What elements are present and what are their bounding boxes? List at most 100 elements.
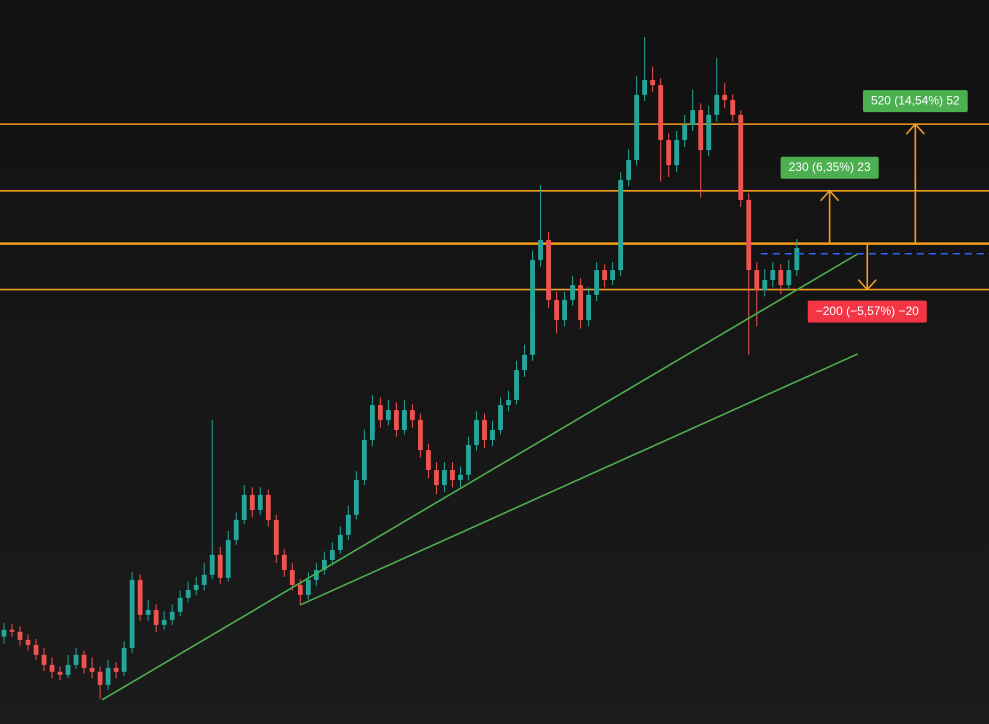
candle-body (778, 270, 784, 286)
candle-body (698, 110, 704, 151)
candle-body (786, 270, 792, 286)
candle-body (137, 579, 143, 615)
candle-body (586, 294, 591, 320)
candle-body (546, 239, 551, 300)
candle-body (217, 554, 223, 578)
candle-body (129, 579, 135, 648)
candle-body (666, 139, 672, 166)
candle-body (193, 584, 199, 591)
measure-label-text: 520 (14,54%) 52 (871, 93, 960, 107)
candle-body (650, 79, 656, 86)
candle-body (794, 247, 800, 271)
candle-body (562, 299, 567, 320)
candle-body (17, 631, 23, 640)
candle-body (738, 114, 744, 200)
measure-label-text: 230 (6,35%) 23 (789, 160, 871, 174)
candle-body (9, 629, 15, 632)
candle-body (321, 559, 327, 571)
candle-body (762, 279, 768, 291)
candle-body (73, 654, 79, 665)
candle-body (442, 470, 447, 485)
candle-body (329, 550, 335, 560)
candle-body (1, 629, 7, 637)
candle-body (570, 285, 575, 300)
measure-label-box (807, 300, 927, 323)
candle-body (722, 94, 728, 100)
candle-body (369, 404, 375, 440)
candle-body (33, 644, 39, 655)
candle-body (241, 494, 247, 520)
candle-body (361, 439, 367, 480)
candle-body (265, 494, 271, 520)
candle-body (121, 647, 127, 672)
trend-line (299, 353, 858, 606)
candle-body (594, 270, 600, 295)
candle-body (353, 479, 359, 515)
candle-body (634, 94, 640, 160)
candle-body (377, 404, 383, 420)
candle-body (674, 139, 680, 166)
measure-label: 520 (14,54%) 52 (862, 90, 968, 113)
candle-body (345, 514, 351, 535)
measure-label: 230 (6,35%) 23 (780, 156, 879, 179)
candle-body (49, 664, 55, 672)
candle-body (281, 554, 287, 571)
candle-body (746, 199, 752, 271)
candle-body (297, 584, 303, 595)
candle-body (498, 404, 503, 431)
candle-body (257, 494, 263, 511)
candle-body (410, 410, 415, 420)
candle-body (201, 574, 207, 585)
candle-body (185, 590, 191, 598)
candle-body (81, 654, 87, 668)
candle-body (385, 410, 391, 420)
candle-body (41, 654, 47, 665)
candle-body (450, 470, 455, 480)
arrow-head (857, 279, 877, 291)
candle-body (714, 94, 720, 115)
trend-line (101, 253, 859, 701)
candle-body (554, 299, 559, 320)
candle-body (177, 597, 183, 612)
candle-body (337, 534, 343, 551)
candle-body (273, 519, 279, 555)
candle-body (506, 399, 511, 405)
candle-body (458, 474, 463, 480)
candle-body (618, 179, 624, 271)
candle-body (233, 519, 239, 540)
candle-body (209, 554, 215, 575)
candle-body (249, 494, 255, 511)
candle-body (474, 419, 479, 445)
candle-body (105, 667, 111, 685)
arrow-head (820, 189, 840, 202)
candle-body (530, 259, 535, 355)
candle-body (305, 579, 311, 595)
candle-body (730, 99, 736, 115)
candle-body (770, 270, 776, 280)
candle-body (522, 354, 527, 371)
candle-body (145, 609, 151, 615)
candle-body (658, 85, 664, 140)
candle-body (466, 444, 471, 475)
candle-body (602, 270, 608, 280)
candle-body (690, 110, 696, 126)
candle-body (65, 664, 71, 675)
candle-body (225, 539, 231, 578)
candle-body (538, 239, 543, 260)
candle-body (393, 410, 399, 431)
candle-body (153, 609, 159, 625)
arrow-head (905, 122, 925, 135)
candle-body (642, 79, 648, 95)
measure-label-box (780, 156, 879, 179)
candle-body (402, 410, 407, 431)
candle-body (25, 639, 31, 645)
candle-body (626, 159, 632, 180)
measure-label-box (862, 90, 968, 113)
candle-body (578, 285, 583, 320)
candle-body (434, 470, 439, 485)
candle-body (113, 667, 119, 672)
candle-body (57, 671, 63, 675)
